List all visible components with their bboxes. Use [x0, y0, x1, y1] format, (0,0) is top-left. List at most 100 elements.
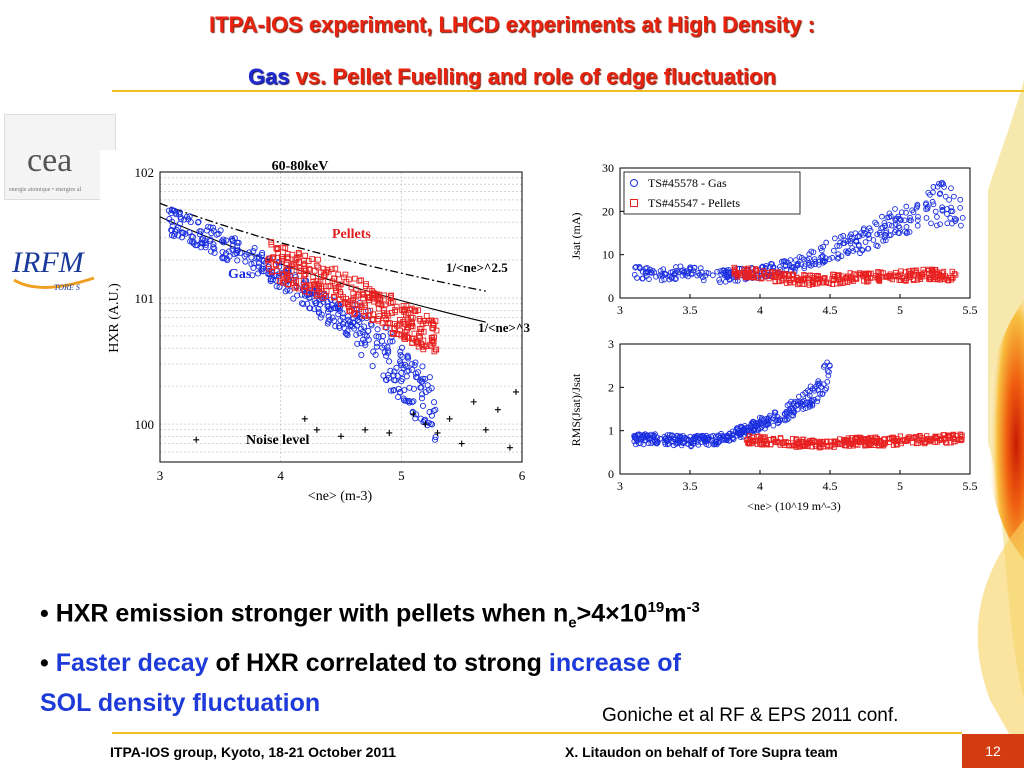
gas-point [372, 351, 379, 358]
pellet-point [912, 268, 918, 274]
gas-point [873, 221, 880, 228]
gas-point [195, 218, 202, 225]
pellet-point [898, 268, 904, 274]
gas-point [752, 422, 759, 429]
gas-point [196, 231, 203, 238]
gas-point [400, 364, 407, 371]
gas-point [198, 228, 205, 235]
gas-point [957, 205, 963, 211]
pellet-point [342, 271, 349, 278]
hxr-x-tick-label: 5 [398, 468, 405, 483]
gas-point [248, 254, 255, 261]
gas-point [408, 360, 415, 368]
pellet-point [818, 441, 824, 448]
gas-point [818, 384, 824, 390]
pellet-point [778, 435, 784, 442]
gas-point [369, 363, 376, 370]
gas-point [343, 330, 350, 338]
gas-point [419, 375, 426, 382]
gas-point [934, 183, 941, 190]
gas-point [902, 228, 908, 235]
pellet-point [912, 434, 919, 440]
pellet-point [875, 269, 881, 275]
pellet-point [354, 302, 361, 309]
pellet-point [401, 306, 408, 313]
gas-point [251, 245, 258, 252]
gas-point [879, 213, 885, 220]
gas-point [294, 292, 301, 299]
bullet-list: • HXR emission stronger with pellets whe… [40, 588, 970, 723]
gas-point [882, 232, 889, 238]
pellet-point [366, 295, 373, 301]
pellet-point [906, 268, 912, 274]
gas-point [801, 398, 807, 404]
pellet-point [412, 337, 419, 344]
hxr-annotation-noise: Noise level [246, 433, 309, 448]
gas-point [632, 264, 639, 271]
gas-point [892, 206, 898, 212]
noise-point [446, 415, 453, 422]
pellet-point [288, 267, 295, 274]
gas-point [387, 387, 394, 394]
gas-point [199, 235, 207, 242]
gas-point [344, 332, 351, 339]
gas-point [406, 384, 413, 391]
footer-right: X. Litaudon on behalf of Tore Supra team [565, 744, 838, 760]
gas-point [881, 234, 888, 241]
gas-point [685, 273, 691, 280]
pellet-point [798, 439, 805, 445]
pellet-point [791, 280, 797, 286]
gas-point [400, 395, 407, 402]
pellet-point [402, 334, 408, 341]
pellet-point [335, 271, 342, 278]
gas-point [802, 389, 809, 396]
gas-point [832, 235, 838, 242]
pellet-point [403, 303, 410, 309]
pellet-point [950, 275, 956, 281]
noise-point [470, 398, 477, 405]
pellet-point [864, 439, 871, 445]
gas-point [180, 230, 187, 237]
gas-point [249, 272, 256, 279]
pellet-point [399, 307, 405, 313]
gas-point [829, 254, 836, 261]
gas-point [944, 206, 950, 212]
pellet-point [313, 278, 320, 284]
noise-point [482, 426, 489, 433]
gas-point [886, 222, 892, 228]
pellet-point [947, 432, 953, 438]
gas-point [764, 416, 771, 423]
pellet-point [948, 433, 954, 439]
pellet-point [344, 301, 351, 308]
pellet-point [890, 437, 897, 444]
gas-point [315, 305, 322, 312]
pellet-point [307, 282, 314, 288]
pellet-point [416, 316, 423, 322]
pellet-point [772, 274, 778, 281]
bullet-2-highlight-increase: increase of [548, 649, 681, 678]
pellet-point [829, 281, 836, 288]
hxr-x-tick-label: 4 [277, 468, 284, 483]
hxr-x-tick-label: 3 [157, 468, 164, 483]
pellet-point [318, 274, 324, 280]
noise-point [410, 411, 417, 418]
gas-point [647, 266, 653, 273]
gas-point [316, 309, 323, 316]
gas-point [313, 299, 320, 307]
gas-point [959, 215, 966, 221]
gas-point [386, 358, 393, 365]
right-y-tick-label: 10 [602, 248, 614, 262]
pellet-point [293, 255, 300, 261]
bullet-1-unit: m [664, 599, 687, 628]
gas-point [730, 428, 736, 435]
gas-point [324, 320, 331, 327]
pellet-point [794, 274, 800, 281]
gas-point [716, 277, 723, 283]
gas-point [695, 270, 702, 276]
bullet-1-marker: • [40, 599, 56, 628]
gas-point [843, 248, 849, 255]
pellet-point [423, 343, 429, 350]
pellet-point [886, 273, 892, 279]
gas-point [404, 368, 411, 375]
pellet-point [282, 245, 289, 252]
